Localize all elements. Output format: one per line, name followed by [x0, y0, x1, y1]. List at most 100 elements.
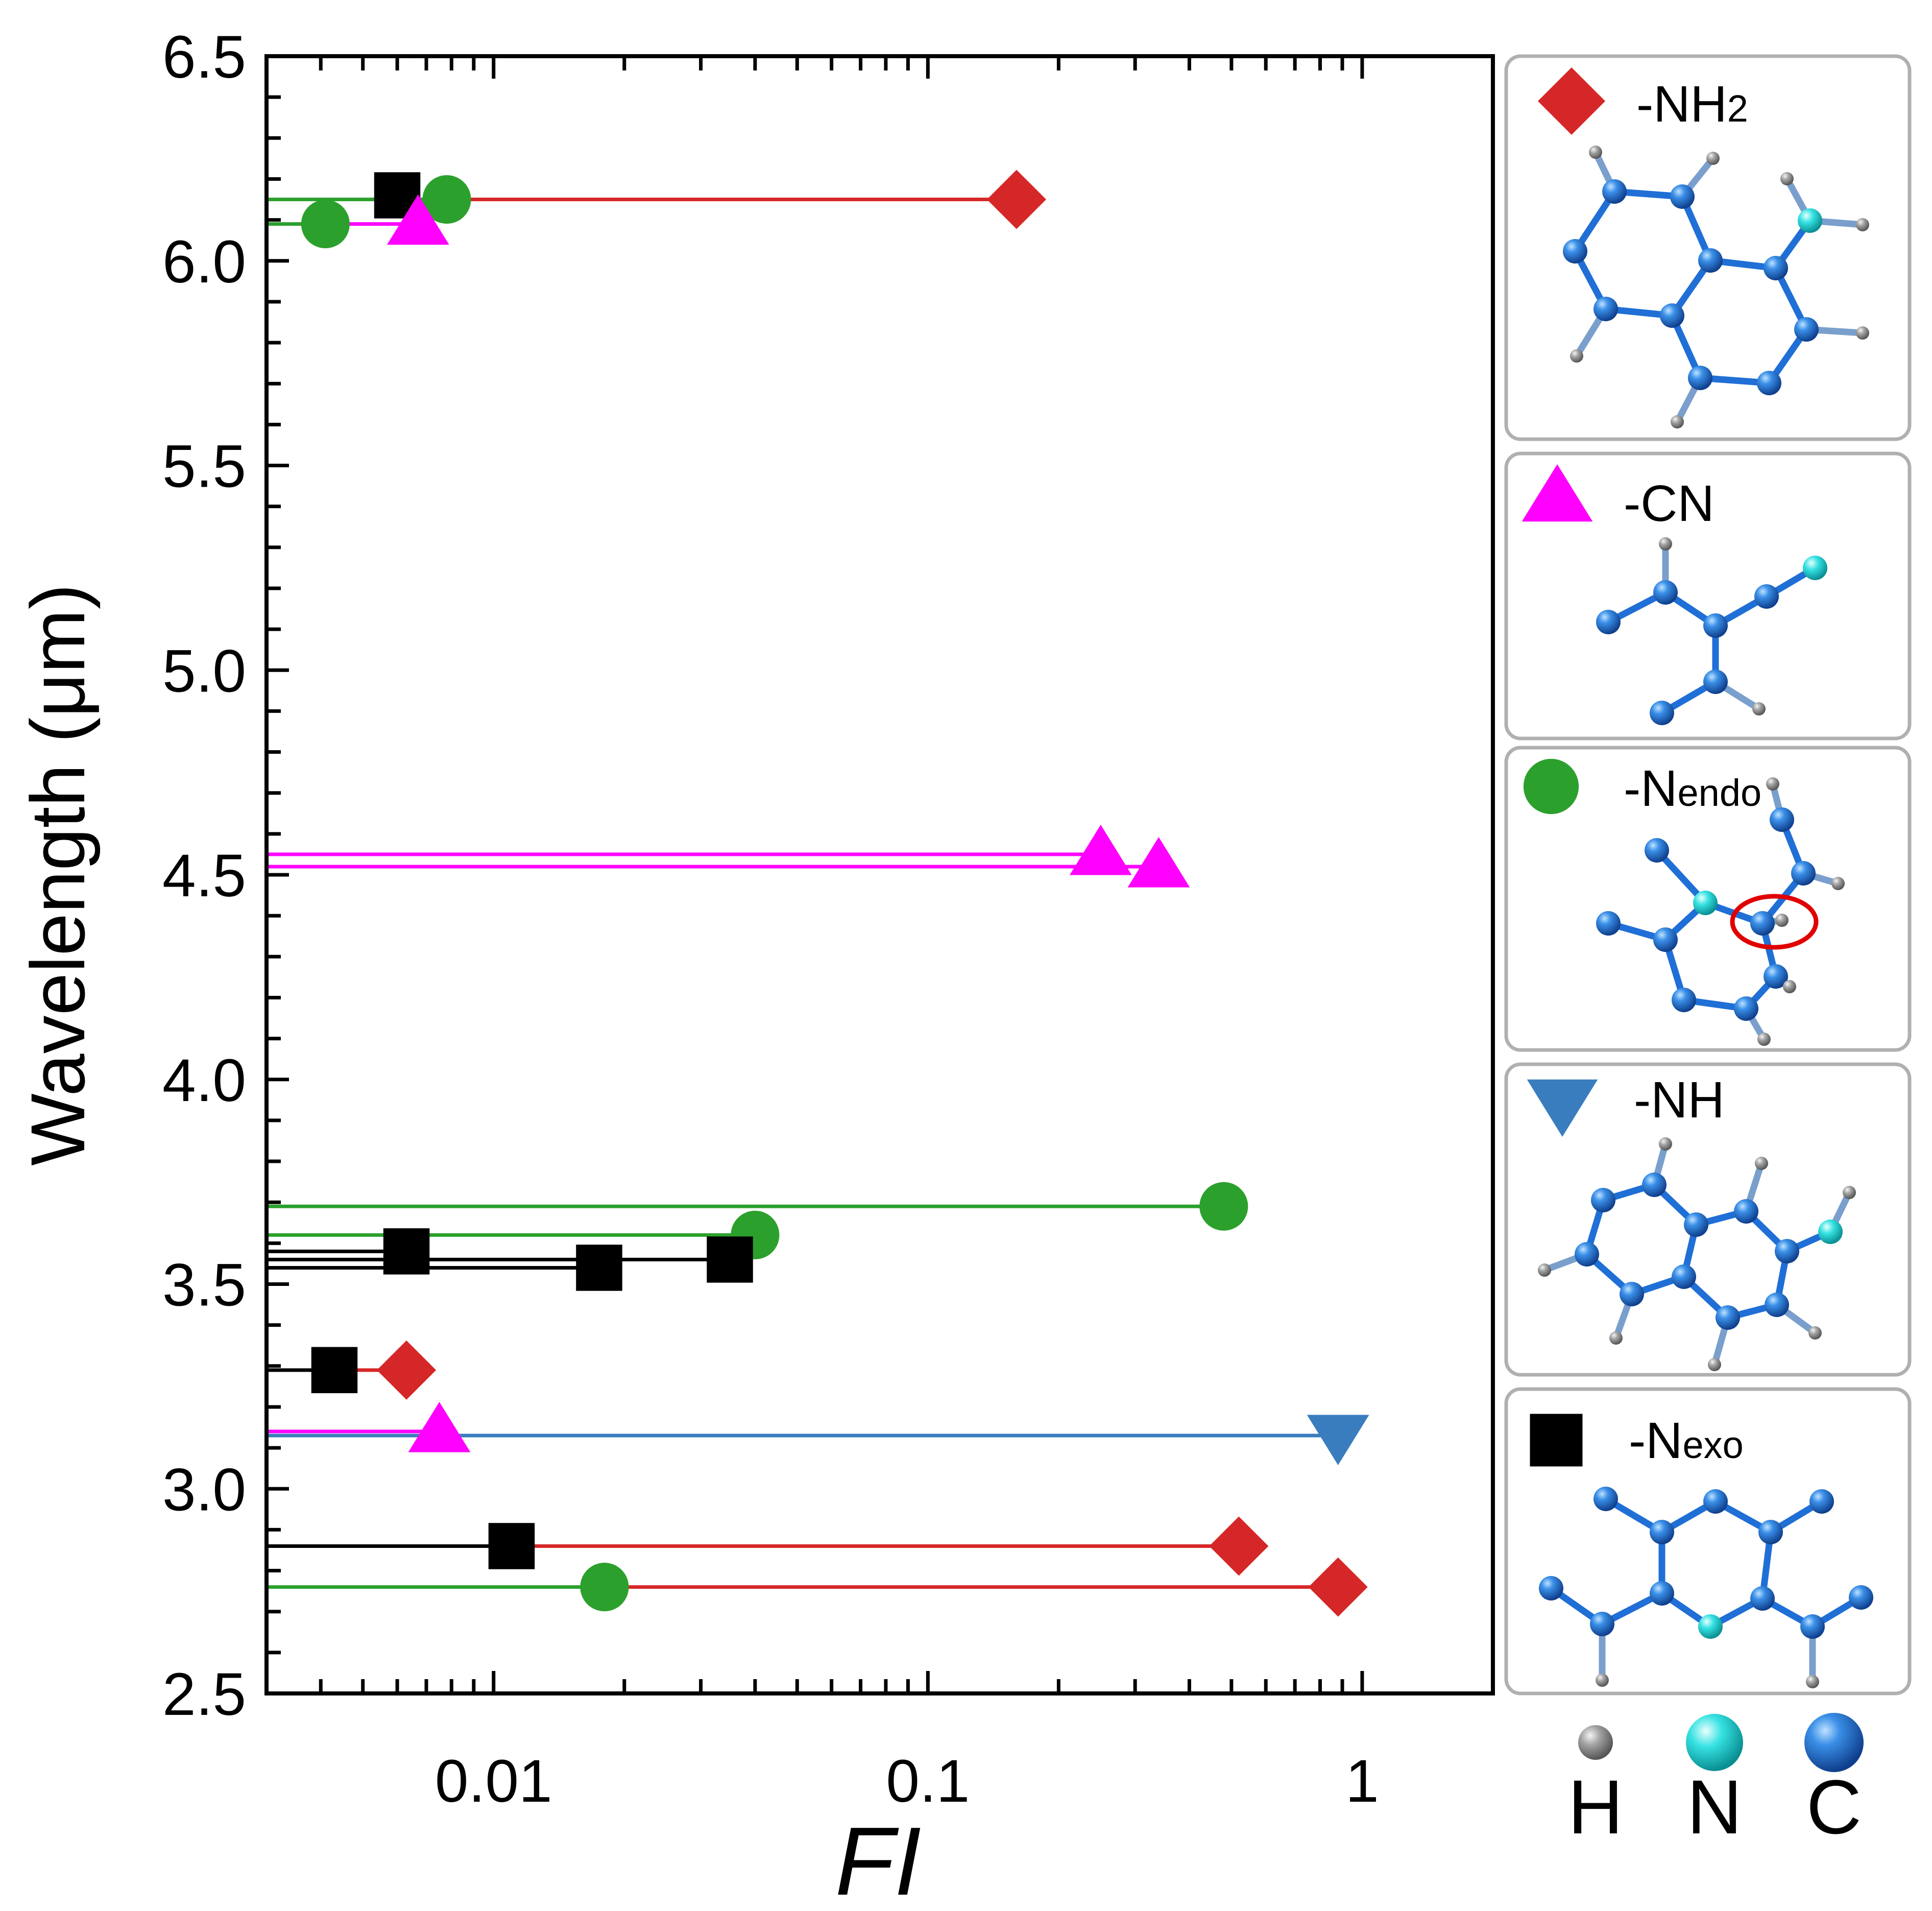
hydrogen-atom: [1856, 218, 1869, 231]
legend-label-nh2: -NH2: [1636, 76, 1748, 133]
y-tick-label: 5.0: [162, 637, 246, 705]
marker-nexo: [488, 1523, 535, 1569]
hydrogen-atom: [1609, 1331, 1623, 1345]
hydrogen-atom: [1766, 777, 1779, 791]
atom-key-n-label: N: [1687, 1764, 1742, 1850]
legend-panel-nendo: -Nendo: [1504, 746, 1912, 1052]
legend-marker-cn: [1522, 464, 1593, 522]
plot-lines: [267, 198, 1338, 1589]
carbon-atom: [1672, 1264, 1696, 1289]
marker-nh2: [986, 170, 1046, 229]
legend-label-nexo: -Nexo: [1629, 1412, 1744, 1469]
carbon-atom: [1770, 807, 1794, 832]
hydrogen-atom: [1780, 172, 1794, 185]
legend-label-cn: -CN: [1624, 475, 1714, 532]
marker-nendo: [301, 200, 350, 249]
carbon-atom: [1754, 584, 1779, 609]
carbon-atom: [1734, 996, 1758, 1021]
carbon-atom: [1698, 248, 1723, 273]
legend-marker-shape-nexo: [1530, 1414, 1583, 1467]
carbon-atom: [1645, 838, 1669, 863]
molecule-nh: [1538, 1137, 1856, 1371]
molecule-nexo: [1539, 1487, 1873, 1688]
hydrogen-atom: [1570, 349, 1583, 363]
legend-panel-nh: -NH: [1504, 1062, 1912, 1377]
carbon-atom: [1575, 1242, 1599, 1267]
carbon-atom: [1757, 371, 1781, 395]
legend-marker-nh2: [1538, 67, 1605, 135]
hydrogen-atom: [1831, 877, 1845, 890]
carbon-atom: [1650, 1581, 1674, 1606]
carbon-atom: [1703, 1489, 1728, 1514]
carbon-atom: [1703, 670, 1728, 694]
nitrogen-atom: [1818, 1220, 1843, 1244]
atom-key: H N C: [1568, 1713, 1864, 1850]
legend-label-nendo: -Nendo: [1624, 760, 1761, 817]
hydrogen-atom: [1783, 980, 1796, 993]
legend: -NH2 -CN -Nendo -NH -: [1504, 54, 1912, 1695]
y-tick-label: 4.0: [162, 1047, 246, 1114]
y-tick-label: 2.5: [162, 1661, 246, 1728]
y-tick-label: 6.0: [162, 228, 246, 296]
plot-markers: [301, 170, 1369, 1617]
x-tick-label: 0.1: [886, 1748, 970, 1815]
legend-marker-nexo: [1530, 1414, 1583, 1467]
carbon-atom: [1653, 927, 1678, 952]
carbon-atom: [1765, 1293, 1789, 1317]
marker-nexo: [707, 1236, 753, 1283]
carbon-atom: [1596, 911, 1621, 936]
carbon-atom: [1688, 366, 1712, 390]
nitrogen-atom: [1798, 208, 1822, 233]
hydrogen-atom: [1659, 1137, 1672, 1151]
tick-labels: 2.5 3.0 3.5 4.0 4.5 5.0 5.5 6.0 6.5 0.01 0.1 1: [162, 23, 1379, 1815]
x-tick-label: 1: [1345, 1748, 1379, 1815]
hydrogen-atom: [1757, 1033, 1771, 1046]
hydrogen-atom: [1671, 415, 1684, 428]
carbon-atom: [1596, 610, 1621, 634]
carbon-atom: [1650, 1520, 1674, 1544]
nitrogen-atom: [1803, 556, 1827, 580]
atom-key-c-label: C: [1806, 1764, 1862, 1850]
marker-cn: [1127, 837, 1190, 888]
legend-panel-nh2: -NH2: [1504, 54, 1912, 441]
carbon-atom: [1800, 1614, 1825, 1639]
marker-cn: [1069, 824, 1132, 875]
hydrogen-atom: [1843, 1186, 1856, 1199]
carbon-atom: [1650, 701, 1674, 725]
carbon-atom: [1602, 179, 1627, 204]
legend-marker-nh: [1527, 1079, 1598, 1137]
highlight-ellipse: [1730, 894, 1819, 950]
carbon-atom: [1809, 1489, 1834, 1514]
hydrogen-atom: [1706, 152, 1720, 165]
hydrogen-atom: [1589, 146, 1602, 159]
carbon-atom: [1684, 1212, 1708, 1237]
plot-frame: [264, 54, 1495, 1695]
hydrogen-atom: [1775, 914, 1789, 927]
carbon-atom: [1593, 1487, 1618, 1511]
marker-nexo: [576, 1245, 622, 1291]
carbon-atom: [1703, 613, 1728, 638]
carbon-atom: [1660, 303, 1684, 328]
hydrogen-atom: [1806, 1675, 1819, 1688]
y-tick-label: 3.0: [162, 1456, 246, 1523]
hydrogen-atom: [1596, 1674, 1609, 1687]
carbon-atom: [1791, 861, 1816, 886]
molecule-nh2: [1563, 146, 1869, 428]
carbon-atom: [1672, 988, 1696, 1012]
carbon-atom: [1750, 1586, 1775, 1611]
hydrogen-atom: [1755, 1157, 1768, 1170]
carbon-atom: [1539, 1576, 1563, 1601]
legend-marker-shape-nendo: [1523, 758, 1579, 815]
atom-key-h-label: H: [1568, 1764, 1623, 1850]
y-axis-label: Wavelength (μm): [15, 584, 101, 1166]
carbon-atom: [1750, 911, 1775, 936]
carbon-atom: [1758, 1520, 1783, 1544]
marker-nh: [1307, 1415, 1369, 1466]
carbon-atom: [1734, 1199, 1758, 1224]
y-tick-label: 4.5: [162, 842, 246, 910]
atom-key-h-sphere: [1578, 1725, 1613, 1760]
molecule-cn: [1596, 537, 1827, 725]
hydrogen-atom: [1752, 702, 1766, 715]
nitrogen-atom: [1698, 1614, 1723, 1639]
